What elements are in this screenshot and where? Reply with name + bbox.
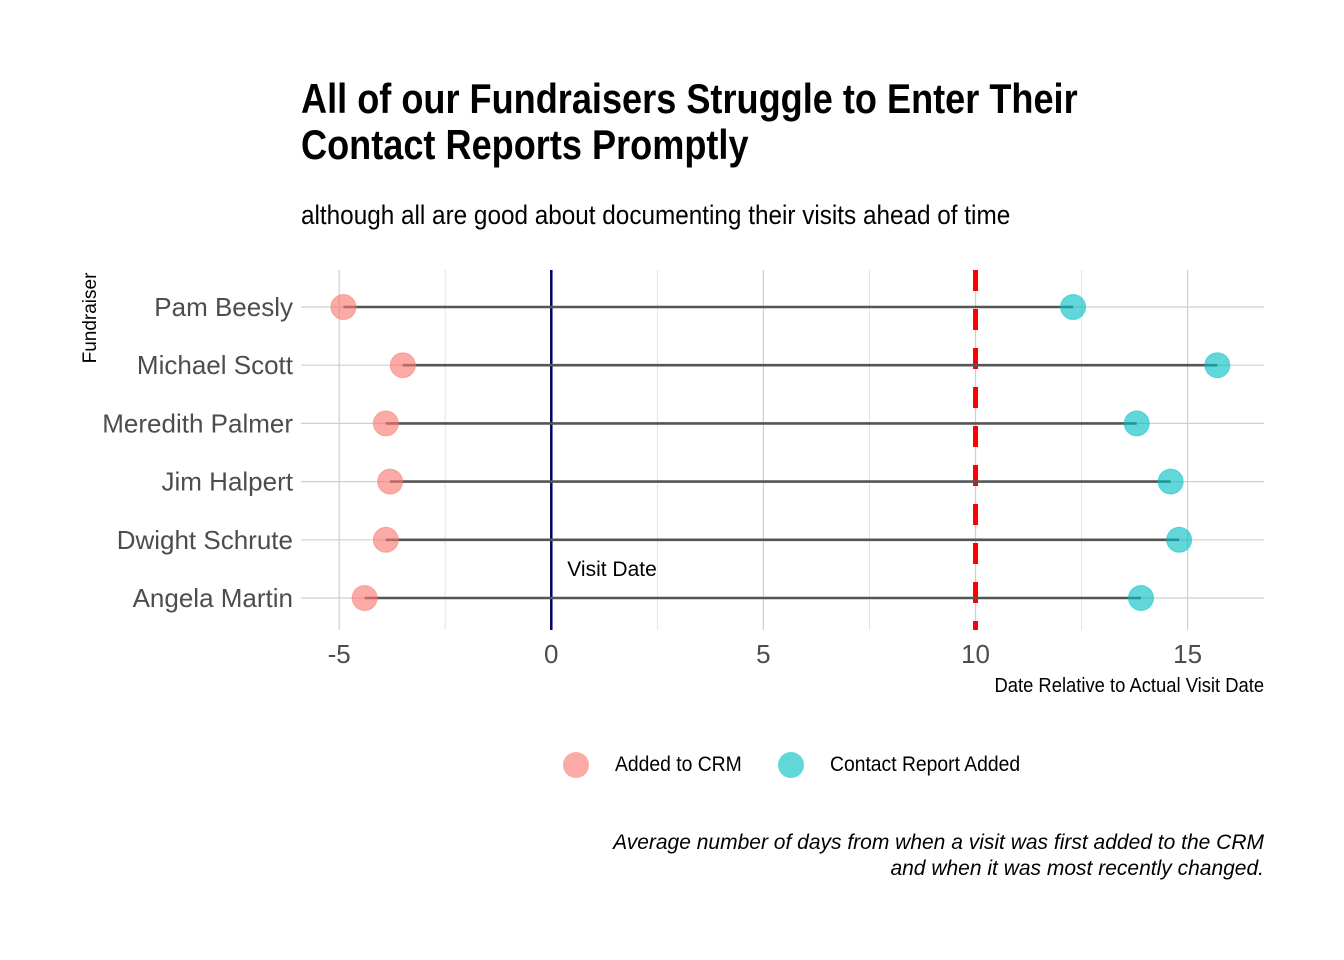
y-tick-label: Michael Scott (137, 350, 294, 380)
x-tick-labels: -5 0 5 10 15 (328, 639, 1202, 669)
x-tick-label: 5 (756, 639, 770, 669)
caption-line-2: and when it was most recently changed. (890, 857, 1264, 880)
x-axis-title: Date Relative to Actual Visit Date (994, 675, 1264, 697)
added-to-crm-point (351, 585, 378, 611)
added-to-crm-point (330, 294, 357, 320)
chart-title-line-2: Contact Reports Promptly (301, 121, 749, 168)
y-tick-labels: Pam Beesly Michael Scott Meredith Palmer Ji… (102, 292, 293, 613)
x-tick-label: -5 (328, 639, 351, 669)
x-tick-label: 15 (1173, 639, 1202, 669)
chart-caption: Average number of days from when a visit… (464, 830, 1264, 882)
contact-report-added-point (1166, 526, 1193, 553)
data-points (330, 294, 1231, 611)
minor-gridlines (444, 270, 1083, 630)
contact-report-added-point (1123, 410, 1150, 437)
caption-line-1: Average number of days from when a visit… (613, 831, 1264, 854)
chart-title-line-1: All of our Fundraisers Struggle to Enter… (301, 75, 1078, 122)
contact-report-added-point (1204, 352, 1231, 379)
x-tick-label: 10 (961, 639, 990, 669)
added-to-crm-point (377, 468, 404, 495)
y-tick-label: Dwight Schrute (117, 525, 293, 555)
legend-key-contact-report-added (777, 752, 804, 778)
added-to-crm-point (389, 352, 416, 379)
chart-title: All of our Fundraisers Struggle to Enter… (301, 76, 1161, 168)
reference-lines: Visit Date (550, 270, 979, 630)
legend-label-contact-report-added: Contact Report Added (829, 753, 1020, 776)
legend-key-added-to-crm (563, 752, 589, 778)
y-tick-label: Angela Martin (133, 583, 293, 613)
added-to-crm-point (372, 410, 399, 437)
legend-item-added-to-crm: Added to CRM (563, 752, 753, 778)
y-tick-label: Meredith Palmer (102, 408, 293, 438)
contact-report-added-point (1060, 294, 1087, 320)
y-axis-title: Fundraiser (80, 272, 101, 364)
y-tick-label: Jim Halpert (162, 467, 294, 497)
legend: Added to CRM Contact Report Added (563, 752, 1061, 778)
y-tick-label: Pam Beesly (154, 292, 293, 322)
dumbbell-segments (343, 305, 1218, 600)
added-to-crm-point (372, 526, 399, 553)
visit-date-annotation: Visit Date (567, 558, 657, 581)
x-tick-label: 0 (544, 639, 558, 669)
contact-report-added-point (1157, 468, 1184, 495)
chart-subtitle: although all are good about documenting … (301, 200, 1011, 230)
legend-label-added-to-crm: Added to CRM (615, 753, 742, 776)
contact-report-added-point (1127, 585, 1154, 611)
legend-item-contact-report-added: Contact Report Added (777, 752, 1037, 778)
